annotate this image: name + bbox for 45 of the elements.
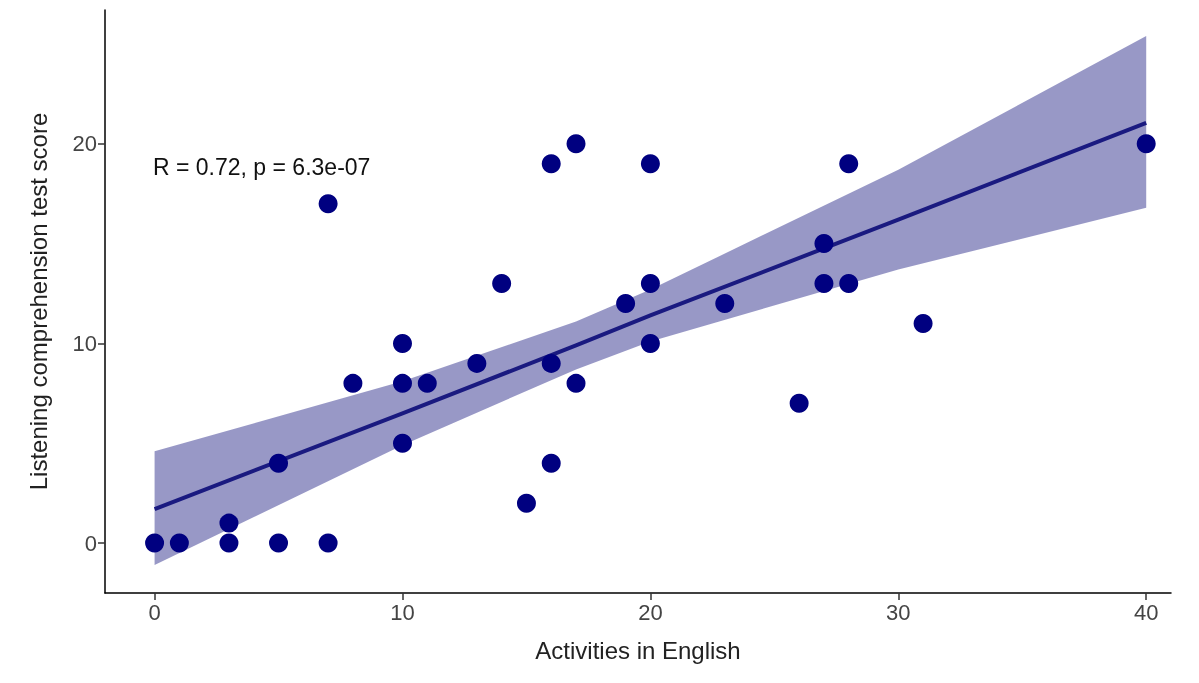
point: [839, 274, 859, 294]
point: [318, 533, 338, 553]
point: [343, 373, 363, 393]
point: [145, 533, 165, 553]
y-axis-title: Listening comprehension test score: [24, 112, 52, 491]
x-tick-label: 20: [638, 599, 663, 625]
point: [789, 393, 809, 413]
point: [169, 533, 189, 553]
point: [616, 294, 636, 313]
y-tick-label: 20: [72, 131, 97, 157]
point: [1136, 134, 1156, 154]
point: [269, 533, 289, 553]
point: [715, 294, 735, 313]
point: [492, 274, 512, 294]
point: [393, 433, 412, 453]
point: [640, 274, 660, 294]
annotation: R = 0.72, p = 6.3e-07: [153, 153, 371, 180]
point: [467, 353, 487, 373]
x-tick-label: 0: [148, 599, 161, 625]
point: [516, 493, 536, 513]
point: [417, 373, 437, 393]
point: [640, 154, 660, 174]
point: [640, 333, 660, 353]
point: [814, 274, 834, 294]
point: [566, 134, 586, 154]
point: [318, 194, 338, 214]
line-series: [152, 120, 1149, 512]
point: [566, 373, 586, 393]
y-tick-label: 10: [72, 330, 97, 356]
x-tick-label: 40: [1133, 599, 1159, 625]
point: [393, 373, 412, 393]
y-tick-label: 0: [84, 530, 97, 556]
x-tick-label: 10: [390, 599, 415, 625]
point: [913, 313, 933, 333]
point: [219, 533, 239, 553]
point: [839, 154, 859, 174]
point: [541, 154, 561, 174]
point: [541, 453, 561, 473]
point: [219, 513, 239, 533]
point: [393, 333, 412, 353]
x-tick-label: 30: [886, 599, 911, 625]
point: [269, 453, 289, 473]
x-axis-title: Activities in English: [535, 636, 741, 664]
point: [541, 353, 561, 373]
point: [814, 234, 834, 254]
